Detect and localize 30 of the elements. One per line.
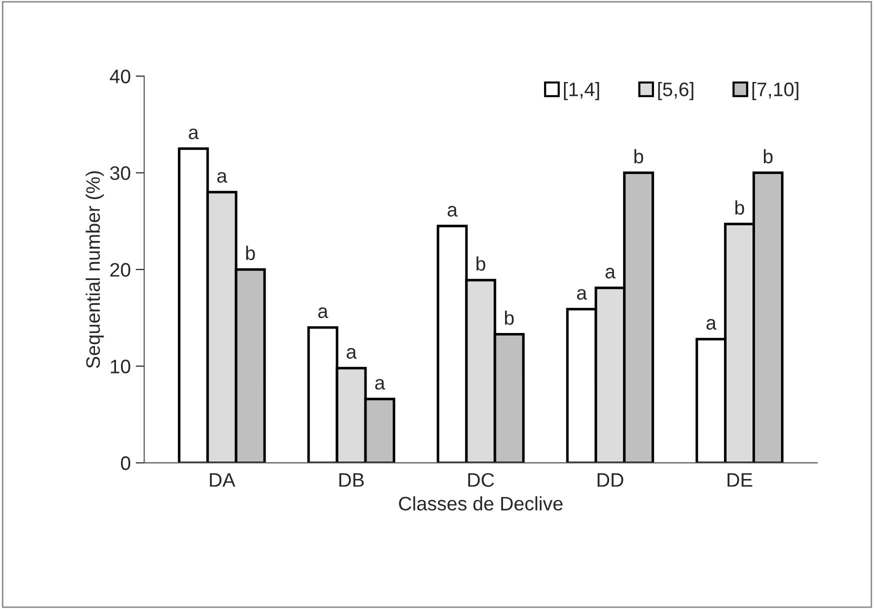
x-axis-title: Classes de Declive [399,496,563,511]
data-label: b [634,149,644,164]
data-label: a [346,348,357,359]
x-tick-label: DE [728,473,752,487]
legend-label: [5,6] [658,82,694,100]
data-label: b [764,149,773,164]
data-label: a [706,319,716,330]
data-label: a [188,128,199,140]
data-label: a [606,268,616,278]
data-label: b [246,246,255,260]
data-label: a [318,307,328,318]
data-label: b [735,200,744,215]
data-label: b [476,256,486,271]
x-tick-label: DC [468,473,494,487]
y-tick-label: 40 [110,70,130,84]
x-tick-label: DA [210,473,236,487]
data-label: a [217,172,228,183]
legend-label: [7,10] [752,82,798,100]
y-tick-label: 10 [110,360,130,374]
y-tick-label: 0 [120,456,130,470]
legend-label: [1,4] [564,82,600,100]
data-label: a [375,378,386,390]
y-axis-title: Sequential number (%) [86,171,104,368]
x-tick-label: DD [598,473,624,487]
data-label: b [505,310,514,325]
data-label: a [448,206,458,217]
x-tick-label: DB [339,473,364,487]
y-tick-label: 20 [110,262,130,277]
data-label: a [577,289,588,300]
y-tick-label: 30 [110,166,130,180]
